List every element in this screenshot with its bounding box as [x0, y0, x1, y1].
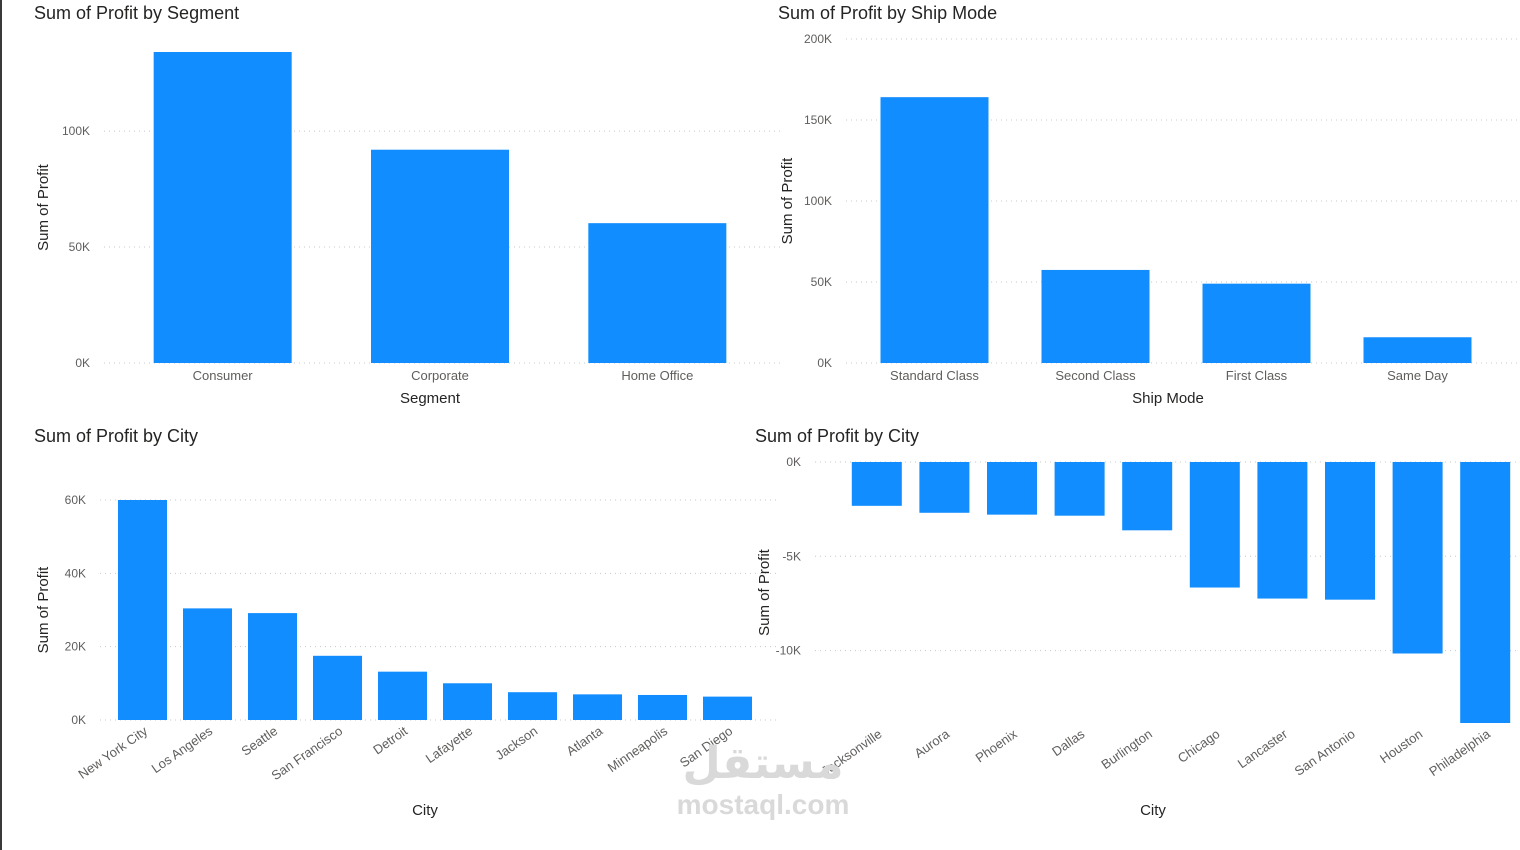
x-tick-label: Home Office	[621, 368, 693, 383]
x-tick-label: Jackson	[493, 723, 541, 763]
y-tick-label: 100K	[804, 194, 832, 208]
x-tick-label: Minneapolis	[605, 723, 671, 775]
bar	[851, 462, 902, 506]
x-tick-label: Houston	[1377, 726, 1425, 766]
bar	[248, 613, 297, 720]
chart-title: Sum of Profit by City	[34, 426, 199, 446]
chart-panel-profit-by-ship-mode[interactable]: Sum of Profit by Ship Mode 0K 50K 100K 150K…	[778, 3, 1518, 413]
x-tick-label: Standard Class	[890, 368, 979, 383]
x-tick-label: Los Angeles	[149, 723, 216, 776]
y-tick-label: 0K	[75, 356, 90, 370]
x-axis-title: City	[1140, 802, 1166, 819]
x-tick-label: Detroit	[370, 723, 410, 757]
x-axis-title: Segment	[400, 390, 461, 407]
bar	[378, 671, 427, 720]
bar	[1325, 462, 1375, 600]
x-tick-label: New York City	[75, 723, 150, 782]
x-tick-label: Second Class	[1055, 368, 1136, 383]
bar	[183, 608, 232, 720]
x-tick-label: Chicago	[1175, 726, 1223, 766]
bar	[919, 462, 970, 513]
y-axis-title: Sum of Profit	[35, 566, 52, 654]
x-tick-label: First Class	[1226, 368, 1288, 383]
x-axis-title: City	[412, 802, 438, 819]
bar-chart-svg: 0K 50K 100K Consumer Corporate Home Office Seg…	[35, 52, 784, 407]
bar	[1122, 462, 1173, 531]
x-tick-label: Lafayette	[423, 723, 475, 766]
bar	[1189, 462, 1240, 588]
bar	[588, 223, 727, 363]
bar	[703, 696, 752, 720]
bar	[1041, 269, 1150, 363]
left-border	[0, 0, 2, 850]
y-axis-title: Sum of Profit	[756, 548, 773, 636]
bar	[153, 52, 292, 363]
y-tick-label: 50K	[69, 240, 90, 254]
x-tick-label: Aurora	[912, 726, 953, 761]
x-tick-label: San Antonio	[1292, 726, 1358, 779]
y-tick-label: 100K	[62, 124, 90, 138]
x-tick-label: San Francisco	[269, 723, 346, 783]
x-tick-label: Lancaster	[1235, 726, 1291, 771]
x-tick-label: Philadelphia	[1426, 726, 1493, 779]
bar	[638, 694, 687, 720]
chart-title: Sum of Profit by Ship Mode	[778, 3, 998, 23]
y-axis-title: Sum of Profit	[35, 163, 52, 251]
bar	[573, 694, 622, 720]
chart-title: Sum of Profit by Segment	[34, 3, 240, 23]
bar	[1460, 462, 1511, 723]
bar	[987, 462, 1037, 515]
x-tick-label: Atlanta	[563, 723, 605, 759]
x-tick-label: Burlington	[1098, 726, 1155, 772]
watermark-latin: mostaql.com	[676, 789, 850, 820]
x-tick-label: Consumer	[193, 368, 254, 383]
y-axis-title: Sum of Profit	[779, 157, 796, 245]
watermark-arabic: مستقل	[682, 738, 844, 789]
watermark-logo: مستقل mostaql.com	[668, 738, 858, 820]
x-tick-label: Seattle	[238, 723, 280, 759]
y-tick-label: 20K	[65, 640, 86, 654]
bar	[313, 655, 362, 720]
chart-title: Sum of Profit by City	[755, 426, 920, 446]
x-axis-title: Ship Mode	[1132, 390, 1204, 407]
bar-chart-svg: 0K 50K 100K 150K 200K Standard Class Second Cl…	[779, 32, 1518, 407]
bar	[371, 149, 509, 363]
y-tick-label: -5K	[782, 549, 801, 563]
bar	[508, 692, 557, 720]
bar	[1392, 462, 1443, 654]
bar	[118, 500, 167, 720]
chart-panel-profit-by-city-top[interactable]: Sum of Profit by City 0K 20K 40K 60K New Yor…	[34, 426, 778, 836]
y-tick-label: 150K	[804, 113, 832, 127]
bar	[1202, 283, 1311, 363]
x-tick-label: Corporate	[411, 368, 469, 383]
bar	[1054, 462, 1105, 516]
x-tick-label: Dallas	[1049, 726, 1088, 759]
y-tick-label: 0K	[817, 356, 832, 370]
chart-panel-profit-by-city-bottom[interactable]: Sum of Profit by City 0K -5K -10K Jacksonvi…	[755, 426, 1519, 836]
x-tick-label: Same Day	[1387, 368, 1448, 383]
y-tick-label: 0K	[786, 455, 801, 469]
y-tick-label: -10K	[776, 644, 801, 658]
y-tick-label: 200K	[804, 32, 832, 46]
chart-panel-profit-by-segment[interactable]: Sum of Profit by Segment 0K 50K 100K Consum…	[34, 3, 784, 413]
bar	[443, 683, 492, 720]
bar	[1363, 337, 1472, 363]
bar	[880, 97, 989, 364]
y-tick-label: 40K	[65, 566, 86, 580]
y-tick-label: 50K	[811, 275, 832, 289]
y-tick-label: 0K	[71, 713, 86, 727]
y-tick-label: 60K	[65, 493, 86, 507]
x-tick-label: Phoenix	[973, 726, 1020, 766]
bar	[1257, 462, 1308, 599]
